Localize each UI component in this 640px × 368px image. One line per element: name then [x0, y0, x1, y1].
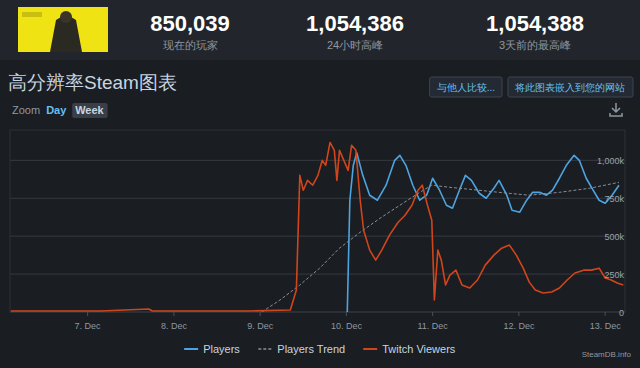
- grid-line: [10, 274, 625, 275]
- zoom-option[interactable]: Week: [75, 104, 104, 116]
- y-tick-label: 0: [619, 308, 624, 318]
- download-icon[interactable]: [610, 103, 622, 116]
- y-tick-label: 1,000k: [597, 156, 625, 166]
- x-tick: [518, 312, 519, 316]
- series-line: [347, 153, 619, 312]
- x-tick-label: 10. Dec: [331, 321, 363, 331]
- page: 850,039 现在的玩家 1,054,386 24小时高峰 1,054,388 3天前的…: [0, 0, 640, 368]
- x-tick-label: 8. Dec: [161, 321, 188, 331]
- stat-value: 1,054,388: [486, 11, 584, 36]
- button-label[interactable]: 与他人比较...: [437, 82, 495, 93]
- y-tick-label: 750k: [604, 194, 624, 204]
- download-glyph[interactable]: [610, 103, 622, 116]
- legend-label: Twitch Viewers: [382, 343, 456, 355]
- x-tick-label: 13. Dec: [590, 321, 622, 331]
- series-line: [11, 142, 623, 311]
- button-bg[interactable]: [430, 77, 502, 97]
- zoom-label: Zoom: [12, 104, 40, 116]
- icon-head: [60, 11, 72, 23]
- grid-line: [10, 198, 625, 199]
- button[interactable]: 与他人比较...: [430, 77, 502, 97]
- icon-bg: [18, 7, 108, 52]
- x-tick: [432, 312, 433, 316]
- stat-label: 24小时高峰: [327, 39, 383, 51]
- icon-logo: [22, 12, 42, 17]
- x-tick-label: 12. Dec: [503, 321, 535, 331]
- legend-swatch: [258, 348, 272, 350]
- x-tick-label: 9. Dec: [247, 321, 274, 331]
- grid: [10, 160, 625, 312]
- stat-value: 850,039: [150, 11, 230, 36]
- x-tick-label: 7. Dec: [75, 321, 102, 331]
- series-line: [262, 182, 619, 312]
- stat-label: 3天前的最高峰: [499, 39, 571, 51]
- game-icon: [18, 7, 108, 52]
- x-tick: [260, 312, 261, 316]
- y-tick-label: 250k: [604, 270, 624, 280]
- legend: Players Players Trend Twitch Viewers: [184, 343, 456, 355]
- stat-value: 1,054,386: [306, 11, 404, 36]
- grid-line: [10, 236, 625, 237]
- header-panel: [0, 0, 640, 60]
- page-title: 高分辨率Steam图表: [8, 72, 177, 93]
- y-tick-label: 500k: [604, 232, 624, 242]
- x-tick-label: 11. Dec: [417, 321, 448, 331]
- x-tick: [346, 312, 347, 316]
- plot-frame: [10, 130, 625, 312]
- series-group: [11, 142, 623, 312]
- button[interactable]: 将此图表嵌入到您的网站: [508, 77, 633, 97]
- legend-swatch: [363, 348, 377, 350]
- zoom-option[interactable]: Day: [46, 104, 67, 116]
- legend-label: Players: [203, 343, 240, 355]
- credit: SteamDB.info: [582, 350, 632, 359]
- x-tick: [87, 312, 88, 316]
- stat-label: 现在的玩家: [163, 39, 218, 51]
- legend-swatch: [184, 348, 198, 350]
- button-bg[interactable]: [508, 77, 633, 97]
- button-label[interactable]: 将此图表嵌入到您的网站: [514, 82, 625, 93]
- grid-line: [10, 160, 625, 161]
- x-tick: [173, 312, 174, 316]
- x-tick: [605, 312, 606, 316]
- background: [0, 0, 640, 368]
- zoom-option-bg[interactable]: [72, 103, 107, 118]
- legend-label: Players Trend: [277, 343, 345, 355]
